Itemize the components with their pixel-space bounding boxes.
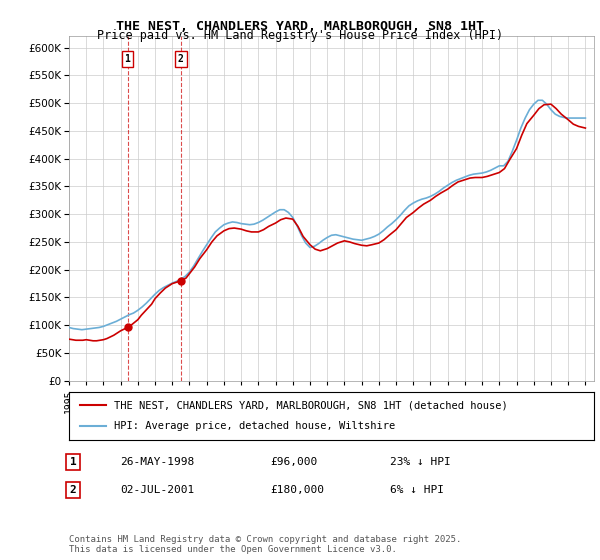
- Text: £180,000: £180,000: [270, 485, 324, 495]
- Text: HPI: Average price, detached house, Wiltshire: HPI: Average price, detached house, Wilt…: [113, 421, 395, 431]
- Text: THE NEST, CHANDLERS YARD, MARLBOROUGH, SN8 1HT: THE NEST, CHANDLERS YARD, MARLBOROUGH, S…: [116, 20, 484, 32]
- Text: 1: 1: [70, 457, 77, 467]
- Text: 2: 2: [70, 485, 77, 495]
- Text: 2: 2: [178, 54, 184, 64]
- Text: 26-MAY-1998: 26-MAY-1998: [120, 457, 194, 467]
- Text: 23% ↓ HPI: 23% ↓ HPI: [390, 457, 451, 467]
- Text: THE NEST, CHANDLERS YARD, MARLBOROUGH, SN8 1HT (detached house): THE NEST, CHANDLERS YARD, MARLBOROUGH, S…: [113, 400, 508, 410]
- Text: £96,000: £96,000: [270, 457, 317, 467]
- Text: 02-JUL-2001: 02-JUL-2001: [120, 485, 194, 495]
- Text: Price paid vs. HM Land Registry's House Price Index (HPI): Price paid vs. HM Land Registry's House …: [97, 29, 503, 42]
- Text: 6% ↓ HPI: 6% ↓ HPI: [390, 485, 444, 495]
- Text: Contains HM Land Registry data © Crown copyright and database right 2025.
This d: Contains HM Land Registry data © Crown c…: [69, 535, 461, 554]
- Text: 1: 1: [125, 54, 130, 64]
